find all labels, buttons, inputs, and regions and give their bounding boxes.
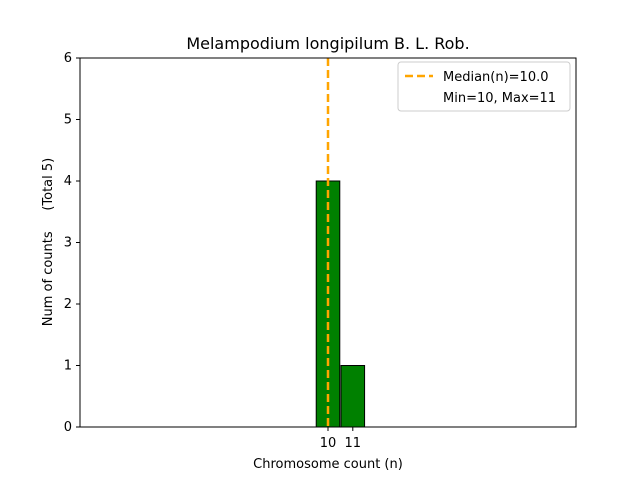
y-tick-label: 3 xyxy=(64,236,72,251)
legend: Median(n)=10.0 Min=10, Max=11 xyxy=(397,61,571,112)
legend-minmax-label: Min=10, Max=11 xyxy=(443,91,556,106)
y-tick-label: 1 xyxy=(64,359,72,374)
bars-group xyxy=(315,180,366,428)
x-axis-ticks: 10 11 xyxy=(320,427,361,451)
bar-11 xyxy=(340,365,366,428)
y-tick-label: 2 xyxy=(64,297,72,312)
x-axis-label: Chromosome count (n) xyxy=(253,457,403,472)
chart-title: Melampodium longipilum B. L. Rob. xyxy=(186,34,469,53)
y-axis-ticks: 0 1 2 3 4 5 6 xyxy=(64,51,80,435)
y-tick-label: 0 xyxy=(64,420,72,435)
y-axis-label: Num of counts (Total 5) xyxy=(41,158,56,326)
x-tick-label: 10 xyxy=(320,436,337,451)
x-tick-label: 11 xyxy=(345,436,362,451)
y-tick-label: 4 xyxy=(64,174,72,189)
legend-median-label: Median(n)=10.0 xyxy=(443,70,549,85)
y-tick-label: 6 xyxy=(64,51,72,66)
legend-box xyxy=(397,61,571,112)
y-tick-label: 5 xyxy=(64,113,72,128)
